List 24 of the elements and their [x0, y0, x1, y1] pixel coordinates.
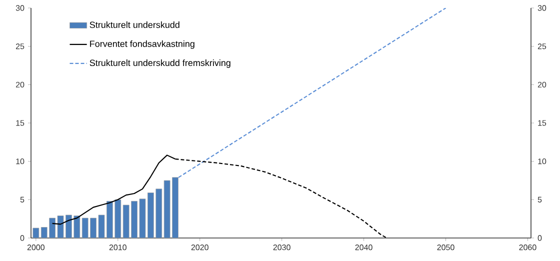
legend-label: Forventet fondsavkastning	[90, 40, 194, 49]
x-tick-label: 2010	[109, 244, 126, 250]
y2-tick-label: 0	[538, 235, 542, 241]
y-tick-label: 25	[16, 43, 24, 50]
y-tick-label: 30	[16, 5, 24, 11]
x-tick-label: 2020	[191, 244, 208, 250]
y-tick-label: 20	[16, 82, 24, 88]
x-tick-label: 2040	[355, 244, 372, 250]
y-tick-label: 0	[20, 235, 24, 241]
y2-tick-label: 25	[538, 43, 546, 50]
x-tick-label: 2060	[519, 244, 536, 250]
y-tick-label: 5	[20, 196, 24, 202]
legend-label: Strukturelt underskudd fremskriving	[90, 59, 230, 68]
y2-tick-label: 20	[538, 82, 546, 88]
y2-tick-label: 15	[538, 120, 546, 126]
y2-tick-label: 30	[538, 5, 546, 11]
x-tick-label: 2030	[273, 244, 290, 250]
y-tick-label: 15	[16, 120, 24, 126]
y2-tick-label: 5	[538, 196, 542, 202]
y2-tick-label: 10	[538, 158, 546, 164]
x-tick-label: 2000	[27, 244, 45, 250]
legend-label: Strukturelt underskudd	[90, 21, 180, 28]
x-tick-label: 2050	[437, 244, 454, 250]
y-tick-label: 10	[16, 158, 24, 164]
